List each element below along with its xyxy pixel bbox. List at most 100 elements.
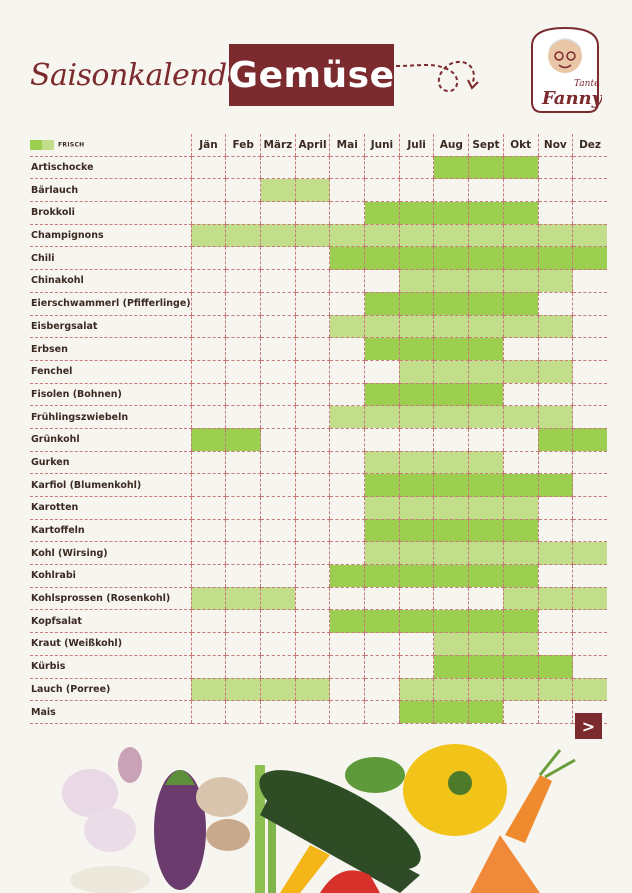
season-cell (398, 201, 434, 225)
season-cell (433, 224, 469, 248)
season-cell (225, 496, 261, 520)
vegetable-name: Fenchel (30, 360, 192, 384)
legend: FRISCH (30, 134, 192, 157)
table-row: Chili (30, 246, 607, 271)
season-cell (502, 156, 539, 180)
season-cell (260, 383, 296, 407)
season-cell (294, 178, 330, 203)
season-cell (294, 360, 330, 384)
season-cell (468, 360, 504, 384)
season-cell (190, 519, 226, 543)
season-cell (502, 315, 539, 339)
season-cell (260, 678, 296, 702)
season-cell (225, 700, 261, 724)
season-cell (537, 292, 573, 316)
season-cell (537, 428, 573, 452)
season-cell (537, 541, 573, 566)
season-cell (537, 405, 573, 429)
season-cell (433, 451, 469, 475)
season-cell (537, 473, 573, 497)
table-row: Fisolen (Bohnen) (30, 383, 607, 407)
season-cell (572, 292, 607, 316)
season-cell (398, 609, 434, 634)
season-cell (468, 292, 504, 316)
season-cell (190, 201, 226, 225)
next-page-button[interactable]: > (575, 713, 602, 739)
season-cell (329, 178, 365, 203)
season-cell (398, 246, 434, 271)
vegetable-name: Champignons (30, 224, 192, 248)
season-cell (329, 337, 365, 361)
month-header: Juni (364, 134, 400, 157)
season-cell (190, 156, 226, 180)
vegetable-name: Kopfsalat (30, 609, 192, 634)
season-cell (329, 632, 365, 656)
vegetable-name: Chili (30, 246, 192, 271)
season-table: FRISCH Jän Feb März April Mai Juni Juli Aug Sept… (30, 134, 607, 724)
month-header: Sept (468, 134, 504, 157)
season-cell (364, 564, 400, 588)
season-cell (572, 519, 607, 543)
season-cell (398, 360, 434, 384)
vegetable-name: Grünkohl (30, 428, 192, 452)
season-cell (468, 156, 504, 180)
season-cell (364, 178, 400, 203)
season-cell (398, 428, 434, 452)
season-cell (433, 405, 469, 429)
season-cell (572, 655, 607, 679)
vegetable-name: Kohlrabi (30, 564, 192, 588)
season-cell (225, 564, 261, 588)
season-cell (190, 587, 226, 611)
season-cell (398, 587, 434, 611)
season-cell (294, 201, 330, 225)
season-cell (537, 224, 573, 248)
season-cell (537, 587, 573, 611)
season-cell (190, 678, 226, 702)
season-cell (225, 473, 261, 497)
vegetable-name: Lauch (Porree) (30, 678, 192, 702)
season-cell (502, 337, 539, 361)
season-cell (468, 405, 504, 429)
season-cell (572, 246, 607, 271)
season-cell (502, 428, 539, 452)
season-cell (398, 292, 434, 316)
season-cell (572, 541, 607, 566)
season-cell (190, 473, 226, 497)
table-row: Eisbergsalat (30, 315, 607, 339)
season-cell (329, 246, 365, 271)
season-cell (502, 587, 539, 611)
season-cell (468, 428, 504, 452)
vegetable-name: Karfiol (Blumenkohl) (30, 473, 192, 497)
season-cell (572, 360, 607, 384)
season-cell (468, 496, 504, 520)
season-cell (364, 315, 400, 339)
season-cell (572, 632, 607, 656)
season-cell (329, 405, 365, 429)
season-cell (433, 292, 469, 316)
season-cell (294, 519, 330, 543)
season-cell (468, 269, 504, 293)
season-cell (294, 292, 330, 316)
season-cell (329, 224, 365, 248)
season-cell (190, 451, 226, 475)
season-cell (502, 360, 539, 384)
season-cell (329, 269, 365, 293)
season-cell (364, 360, 400, 384)
season-cell (329, 519, 365, 543)
vegetable-name: Kürbis (30, 655, 192, 679)
season-cell (260, 700, 296, 724)
season-cell (398, 269, 434, 293)
season-cell (294, 655, 330, 679)
season-cell (225, 519, 261, 543)
season-calendar: FRISCH Jän Feb März April Mai Juni Juli Aug Sept… (30, 134, 607, 724)
season-cell (364, 473, 400, 497)
month-header: Feb (225, 134, 261, 157)
season-cell (364, 655, 400, 679)
season-cell (502, 519, 539, 543)
table-row: Champignons (30, 224, 607, 248)
season-cell (433, 337, 469, 361)
season-cell (502, 496, 539, 520)
season-cell (225, 178, 261, 203)
season-cell (502, 678, 539, 702)
season-cell (225, 655, 261, 679)
